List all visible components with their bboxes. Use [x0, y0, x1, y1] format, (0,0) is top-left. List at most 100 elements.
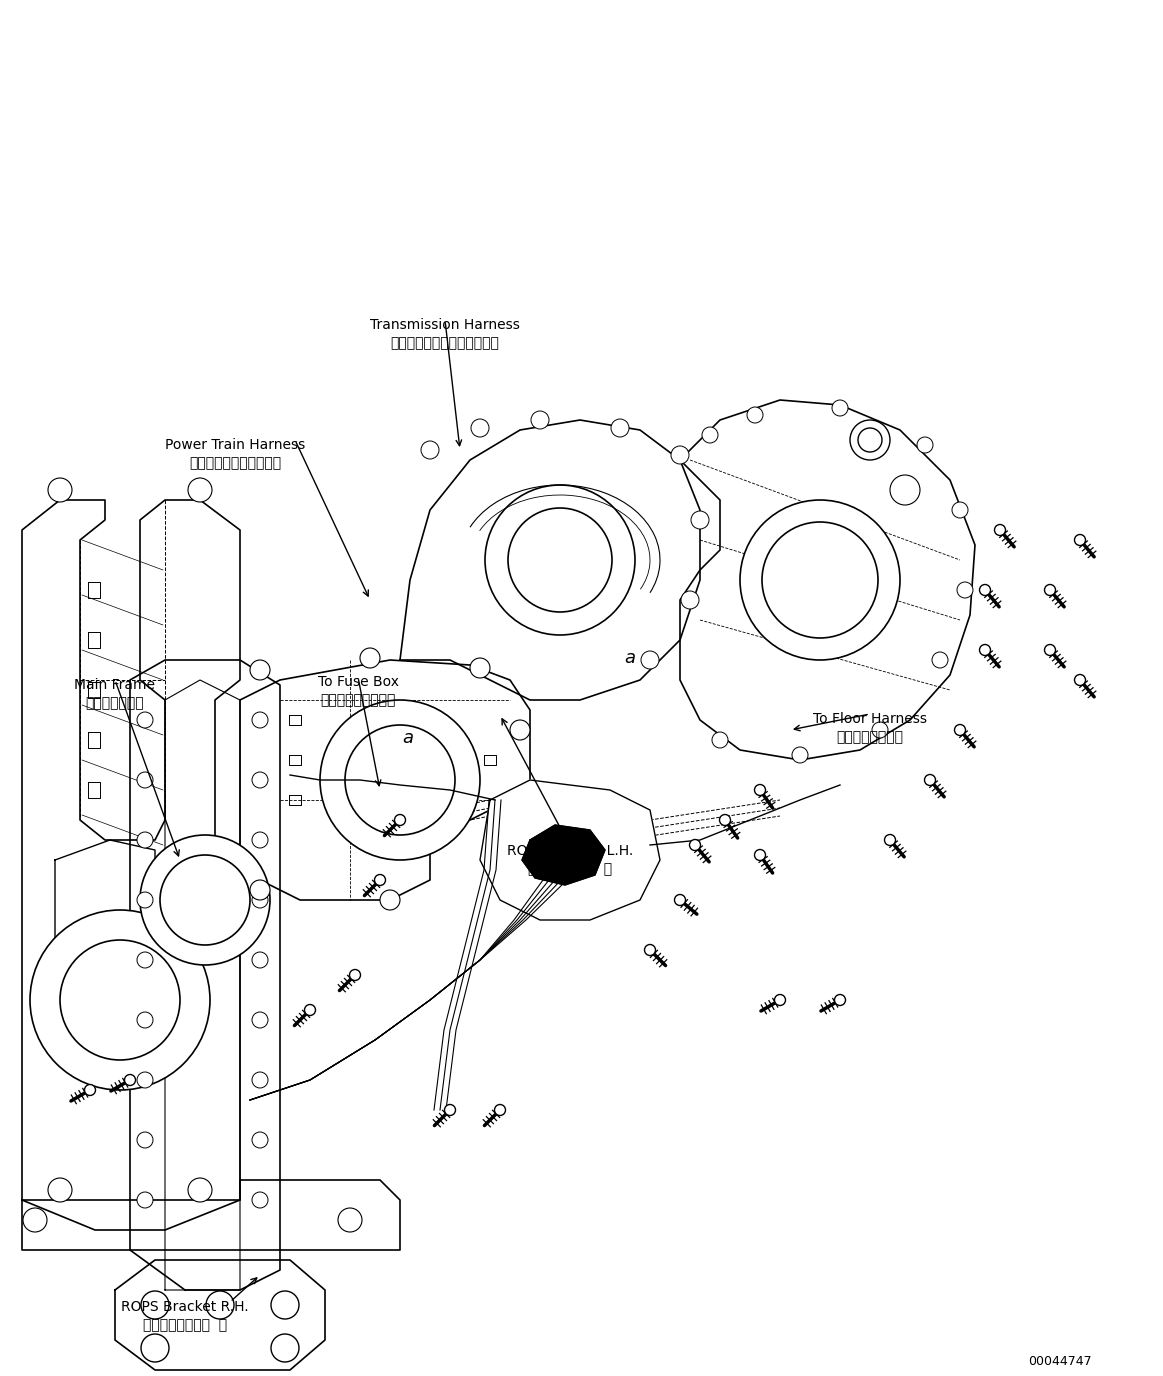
Text: a: a	[402, 729, 414, 747]
Polygon shape	[424, 744, 436, 755]
Circle shape	[160, 854, 250, 945]
Text: To Fuse Box: To Fuse Box	[317, 676, 399, 689]
Circle shape	[252, 892, 267, 908]
Text: メインフレーム: メインフレーム	[86, 696, 144, 710]
Circle shape	[250, 660, 270, 680]
Circle shape	[835, 995, 846, 1006]
Circle shape	[345, 725, 455, 835]
Text: Main Frame: Main Frame	[74, 678, 156, 692]
Circle shape	[471, 420, 488, 438]
Circle shape	[137, 1011, 154, 1028]
Text: ROPS Bracket R.H.: ROPS Bracket R.H.	[121, 1300, 249, 1314]
Circle shape	[188, 1178, 212, 1203]
Circle shape	[48, 477, 72, 502]
Circle shape	[188, 477, 212, 502]
Circle shape	[141, 1333, 169, 1362]
Circle shape	[747, 407, 763, 422]
Circle shape	[508, 508, 612, 612]
Polygon shape	[484, 755, 495, 765]
Circle shape	[872, 722, 889, 738]
Circle shape	[137, 892, 154, 908]
Circle shape	[48, 1178, 72, 1203]
Circle shape	[137, 1072, 154, 1088]
Circle shape	[252, 772, 267, 788]
Circle shape	[916, 438, 933, 453]
Circle shape	[252, 832, 267, 848]
Circle shape	[250, 881, 270, 900]
Circle shape	[957, 582, 973, 599]
Circle shape	[394, 815, 406, 826]
Circle shape	[140, 835, 270, 965]
Circle shape	[740, 499, 900, 660]
Circle shape	[1075, 534, 1085, 545]
Circle shape	[611, 420, 629, 438]
Circle shape	[137, 711, 154, 728]
Polygon shape	[165, 680, 240, 1291]
Circle shape	[305, 1004, 315, 1015]
Circle shape	[137, 1192, 154, 1208]
Circle shape	[252, 1192, 267, 1208]
Circle shape	[755, 849, 765, 860]
Circle shape	[955, 725, 965, 736]
Text: トランスミッションハーネス: トランスミッションハーネス	[391, 336, 499, 350]
Polygon shape	[22, 499, 240, 1230]
Polygon shape	[115, 1260, 324, 1370]
Text: ロプスブラケット  右: ロプスブラケット 右	[143, 1318, 227, 1332]
Circle shape	[141, 1291, 169, 1320]
Circle shape	[361, 648, 380, 667]
Circle shape	[60, 940, 180, 1060]
Circle shape	[925, 775, 935, 786]
Polygon shape	[88, 682, 100, 698]
Circle shape	[994, 524, 1006, 535]
Circle shape	[1044, 585, 1056, 596]
Circle shape	[421, 440, 438, 460]
Circle shape	[485, 484, 635, 634]
Circle shape	[252, 1132, 267, 1148]
Polygon shape	[240, 660, 530, 900]
Polygon shape	[88, 632, 100, 648]
Circle shape	[137, 1132, 154, 1148]
Circle shape	[350, 970, 361, 981]
Circle shape	[137, 832, 154, 848]
Text: フロアハーネスへ: フロアハーネスへ	[836, 731, 904, 744]
Circle shape	[890, 475, 920, 505]
Circle shape	[720, 815, 730, 826]
Text: ROPS Bracket L.H.: ROPS Bracket L.H.	[507, 843, 633, 859]
Circle shape	[271, 1291, 299, 1320]
Circle shape	[690, 839, 700, 850]
Circle shape	[979, 644, 991, 655]
Circle shape	[252, 1011, 267, 1028]
Circle shape	[338, 1208, 362, 1232]
Circle shape	[252, 711, 267, 728]
Circle shape	[137, 952, 154, 967]
Circle shape	[85, 1084, 95, 1095]
Polygon shape	[480, 780, 659, 921]
Circle shape	[644, 944, 656, 955]
Polygon shape	[22, 1181, 400, 1249]
Circle shape	[1075, 674, 1085, 685]
Polygon shape	[88, 582, 100, 599]
Circle shape	[682, 592, 699, 610]
Polygon shape	[55, 839, 155, 970]
Text: To Floor Harness: To Floor Harness	[813, 711, 927, 727]
Circle shape	[206, 1291, 234, 1320]
Circle shape	[641, 651, 659, 669]
Circle shape	[885, 834, 896, 845]
Circle shape	[124, 1075, 136, 1086]
Circle shape	[252, 1072, 267, 1088]
Circle shape	[494, 1105, 506, 1116]
Circle shape	[30, 910, 211, 1090]
Circle shape	[952, 502, 968, 517]
Text: 00044747: 00044747	[1028, 1355, 1092, 1368]
Text: ヒューズボックスへ: ヒューズボックスへ	[320, 694, 395, 707]
Circle shape	[23, 1208, 47, 1232]
Circle shape	[374, 875, 385, 886]
Circle shape	[671, 446, 688, 464]
Text: パワートレインハーネス: パワートレインハーネス	[188, 455, 281, 471]
Circle shape	[1044, 644, 1056, 655]
Text: Power Train Harness: Power Train Harness	[165, 438, 305, 451]
Circle shape	[271, 1333, 299, 1362]
Circle shape	[850, 420, 890, 460]
Circle shape	[762, 522, 878, 638]
Circle shape	[932, 652, 948, 667]
